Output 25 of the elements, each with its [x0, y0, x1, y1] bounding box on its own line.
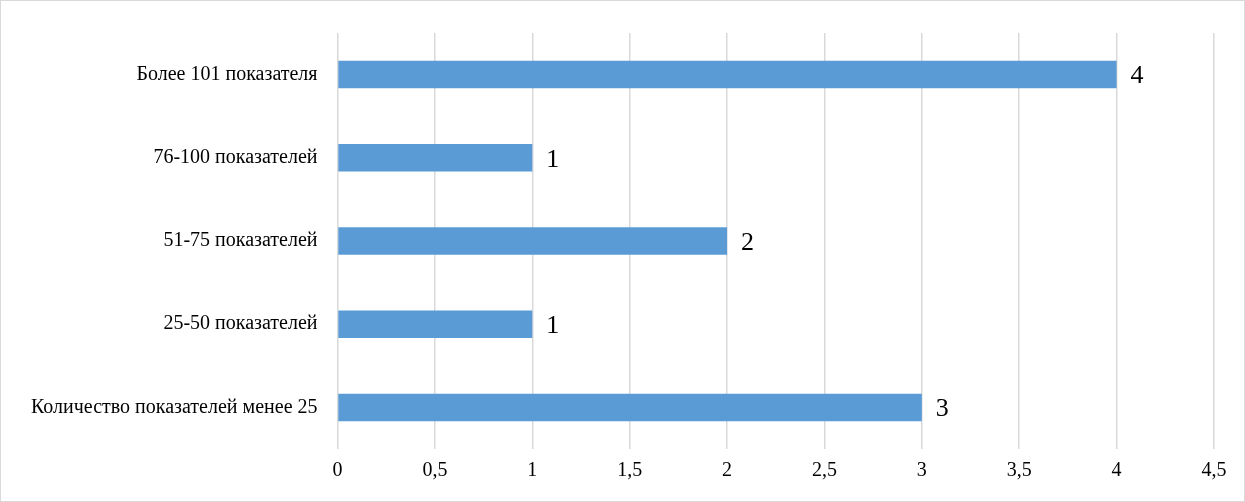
data-label: 2: [741, 226, 755, 256]
y-tick-label: Количество показателей менее 25: [31, 394, 318, 417]
bar: [338, 310, 533, 338]
x-tick-label: 1,5: [617, 458, 643, 481]
data-label: 1: [546, 143, 560, 173]
data-label: 3: [935, 393, 949, 423]
y-tick-label: 25-50 показателей: [163, 311, 318, 334]
y-tick-label: 76-100 показателей: [153, 145, 318, 168]
y-tick-label: 51-75 показателей: [163, 228, 318, 251]
x-tick-label: 2: [722, 458, 733, 481]
bar: [338, 227, 728, 255]
x-tick-label: 1: [527, 458, 538, 481]
bar: [338, 144, 533, 172]
data-label: 4: [1130, 60, 1144, 90]
x-tick-label: 3: [916, 458, 927, 481]
bar: [338, 60, 1117, 89]
x-tick-label: 0: [332, 458, 343, 481]
x-tick-label: 2,5: [811, 458, 837, 481]
x-tick-label: 4: [1111, 458, 1122, 481]
x-tick-label: 3,5: [1006, 458, 1032, 481]
data-label: 1: [546, 310, 560, 340]
x-tick-label: 0,5: [422, 458, 448, 481]
bar: [338, 393, 922, 422]
x-tick-label: 4,5: [1201, 458, 1227, 481]
y-tick-label: Более 101 показателя: [136, 61, 318, 84]
